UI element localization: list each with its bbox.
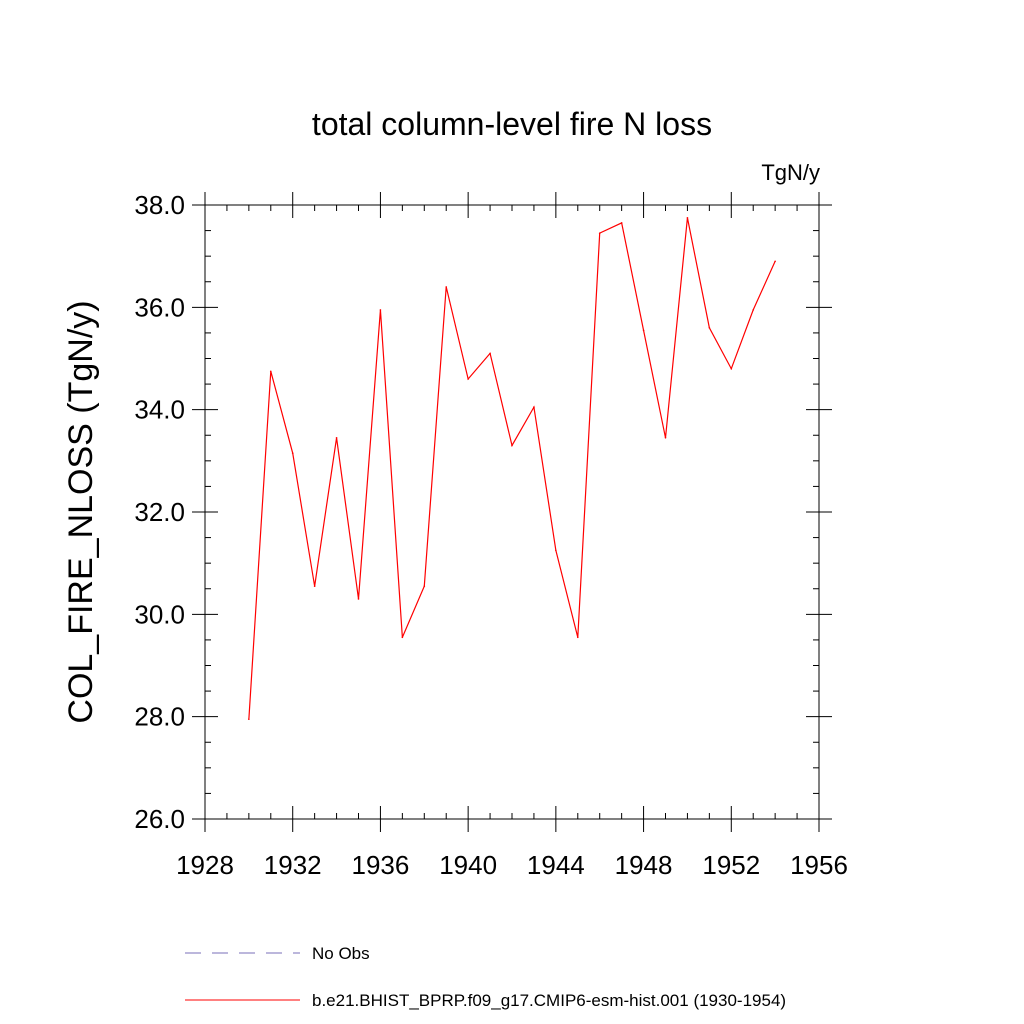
units-label: TgN/y xyxy=(761,160,820,185)
series-layer xyxy=(248,216,776,721)
data-point xyxy=(511,444,513,447)
data-point xyxy=(708,327,711,329)
legend-label-no-obs: No Obs xyxy=(312,944,370,963)
data-point xyxy=(598,232,601,234)
legend-label-model-run: b.e21.BHIST_BPRP.f09_g17.CMIP6-esm-hist.… xyxy=(312,991,786,1010)
data-point xyxy=(489,352,491,355)
data-point xyxy=(576,636,579,639)
y-axis-label: COL_FIRE_NLOSS (TgN/y) xyxy=(62,300,100,723)
data-point xyxy=(401,636,404,639)
x-tick-label: 1944 xyxy=(527,850,585,880)
x-tick-label: 1952 xyxy=(702,850,760,880)
legend: No Obs b.e21.BHIST_BPRP.f09_g17.CMIP6-es… xyxy=(185,944,786,1010)
x-tick-label: 1936 xyxy=(352,850,410,880)
data-point xyxy=(730,367,733,370)
plot-frame xyxy=(204,204,820,820)
data-point xyxy=(686,216,689,219)
data-point xyxy=(533,406,535,408)
data-point xyxy=(467,378,469,380)
series-line xyxy=(248,217,776,720)
data-point xyxy=(313,585,316,587)
y-tick-label: 32.0 xyxy=(134,497,185,527)
y-tick-label: 30.0 xyxy=(134,599,185,629)
x-tick-label: 1956 xyxy=(790,850,848,880)
chart-title: total column-level fire N loss xyxy=(312,106,712,142)
data-point xyxy=(620,222,623,224)
y-tick-label: 26.0 xyxy=(134,804,185,834)
data-point xyxy=(445,286,448,288)
minor-ticks xyxy=(205,205,819,819)
x-tick-label: 1940 xyxy=(439,850,497,880)
data-point xyxy=(357,598,360,600)
x-tick-label: 1932 xyxy=(264,850,322,880)
y-tick-label: 28.0 xyxy=(134,702,185,732)
data-point xyxy=(379,309,382,311)
data-point xyxy=(642,329,645,332)
x-tick-label: 1948 xyxy=(615,850,673,880)
data-point xyxy=(269,370,272,373)
data-point xyxy=(248,718,250,721)
y-tick-label: 34.0 xyxy=(134,395,185,425)
y-tick-label: 38.0 xyxy=(134,190,185,220)
y-tick-label: 36.0 xyxy=(134,292,185,322)
data-point xyxy=(664,437,667,439)
data-point xyxy=(291,452,294,454)
data-point xyxy=(555,549,557,552)
data-point xyxy=(774,260,776,263)
data-point xyxy=(423,585,426,587)
x-tick-label: 1928 xyxy=(176,850,234,880)
major-ticks xyxy=(192,192,832,832)
data-point xyxy=(752,309,755,311)
data-point xyxy=(335,437,338,439)
tick-labels: 1928 1932 1936 1940 1944 1948 1952 1956 26.0 28.0… xyxy=(134,190,848,880)
